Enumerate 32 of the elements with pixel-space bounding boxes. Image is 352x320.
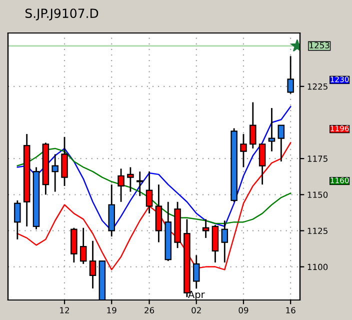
x-tick-label: 26 (144, 307, 154, 314)
candlestick (193, 254, 200, 290)
candlestick (118, 168, 124, 203)
x-tick-label: 16 (286, 307, 296, 314)
y-tick-label: 1175 (308, 156, 328, 162)
candlestick (240, 133, 247, 168)
candlestick (268, 107, 276, 152)
x-tick-label: 02 (192, 307, 201, 314)
y-tick-label: 1150 (308, 192, 328, 198)
annotation: Apr (188, 290, 205, 300)
candlestick (89, 240, 96, 290)
candlestick (127, 166, 134, 192)
candlestick (221, 220, 228, 264)
ref-line-label: 1253 (310, 42, 330, 48)
candlestick (287, 55, 294, 94)
x-tick-label: 09 (238, 307, 248, 314)
candlestick (146, 170, 153, 214)
candlestick (52, 154, 58, 192)
line-series (16, 148, 292, 224)
chart-title: S.JP.J9107.D (25, 8, 98, 20)
candlestick (136, 170, 144, 197)
candlestick (14, 200, 21, 240)
candlestick (278, 124, 285, 162)
x-tick-label: 12 (60, 307, 69, 314)
candlestick (250, 102, 256, 150)
candlestick (202, 218, 210, 239)
y-tick-label: 1100 (308, 264, 328, 270)
x-tick-label: 19 (107, 307, 116, 314)
candlestick (80, 227, 87, 265)
y-tick-label: 1225 (308, 83, 328, 90)
candlestick (61, 136, 68, 187)
y-tick-label: 1125 (308, 228, 328, 234)
